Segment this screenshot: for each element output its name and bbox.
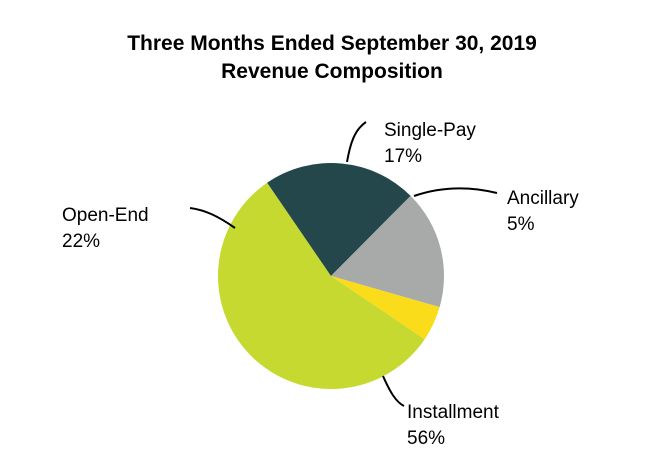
label-installment-value: 56% (407, 428, 446, 449)
label-installment-name: Installment (407, 402, 499, 423)
pie-slice-installment (218, 182, 425, 389)
pie-slices (218, 163, 444, 389)
chart-title: Three Months Ended September 30, 2019 (127, 32, 537, 55)
pie-slice-open-end (267, 163, 411, 276)
label-ancillary-value: 5% (507, 214, 535, 235)
label-open-end-value: 22% (62, 231, 101, 252)
leader-line-installment (382, 375, 405, 407)
chart-title-block: Three Months Ended September 30, 2019 Re… (0, 30, 664, 86)
label-single-pay: Single-Pay 17% (384, 118, 476, 170)
label-open-end: Open-End 22% (62, 203, 149, 255)
label-open-end-name: Open-End (62, 205, 149, 226)
label-single-pay-name: Single-Pay (384, 120, 476, 141)
leader-line-open-end (189, 207, 236, 229)
leader-line-single-pay (346, 121, 367, 163)
pie-slice-single-pay (331, 195, 444, 308)
leader-lines (189, 121, 498, 407)
label-single-pay-value: 17% (384, 146, 423, 167)
label-ancillary: Ancillary 5% (507, 186, 579, 238)
label-installment: Installment 56% (407, 400, 499, 452)
label-ancillary-name: Ancillary (507, 188, 579, 209)
leader-line-ancillary (413, 187, 498, 197)
pie-slice-ancillary (331, 276, 440, 340)
chart-subtitle: Revenue Composition (221, 60, 443, 83)
